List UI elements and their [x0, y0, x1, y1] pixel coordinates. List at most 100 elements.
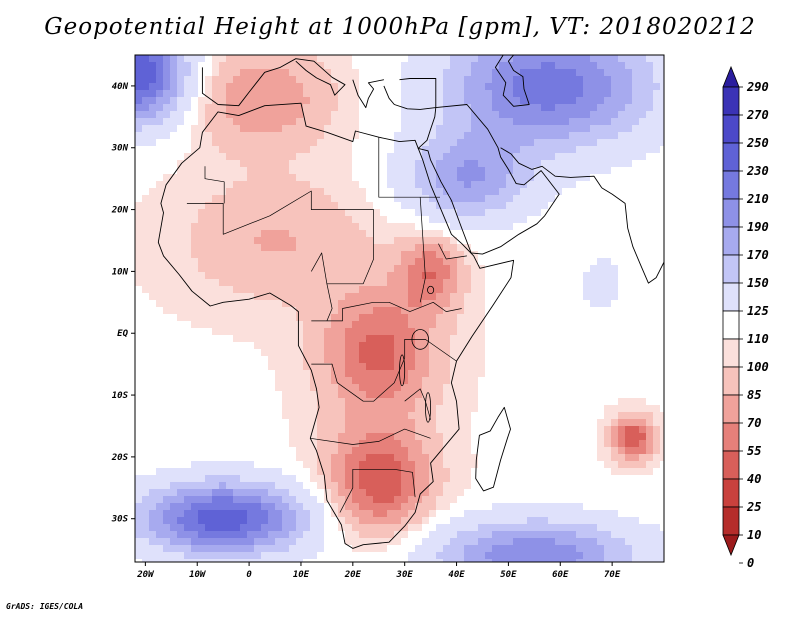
- field-cell: [583, 146, 591, 154]
- field-cell: [513, 83, 521, 91]
- field-cell: [317, 174, 325, 182]
- field-cell: [464, 321, 472, 329]
- field-cell: [562, 307, 570, 315]
- field-cell: [212, 174, 220, 182]
- field-cell: [534, 251, 542, 259]
- field-cell: [170, 83, 178, 91]
- field-cell: [275, 454, 283, 462]
- field-cell: [408, 146, 416, 154]
- field-cell: [485, 139, 493, 147]
- field-cell: [618, 384, 626, 392]
- field-cell: [219, 153, 227, 161]
- field-cell: [156, 195, 164, 203]
- field-cell: [226, 510, 234, 518]
- field-cell: [562, 153, 570, 161]
- field-cell: [219, 398, 227, 406]
- field-cell: [317, 447, 325, 455]
- field-cell: [478, 342, 486, 350]
- field-cell: [660, 440, 664, 448]
- field-cell: [205, 55, 213, 63]
- field-cell: [492, 440, 500, 448]
- field-cell: [296, 167, 304, 175]
- field-cell: [576, 202, 584, 210]
- field-cell: [471, 76, 479, 84]
- field-cell: [597, 265, 605, 273]
- field-cell: [331, 447, 339, 455]
- field-cell: [618, 69, 626, 77]
- field-cell: [156, 496, 164, 504]
- field-cell: [163, 496, 171, 504]
- field-cell: [394, 468, 402, 476]
- field-cell: [156, 90, 164, 98]
- field-cell: [149, 244, 157, 252]
- field-cell: [646, 482, 654, 490]
- field-cell: [275, 202, 283, 210]
- field-cell: [142, 412, 150, 420]
- field-cell: [464, 209, 472, 217]
- field-cell: [646, 146, 654, 154]
- field-cell: [296, 482, 304, 490]
- field-cell: [604, 153, 612, 161]
- field-cell: [184, 398, 192, 406]
- field-cell: [541, 398, 549, 406]
- field-cell: [625, 174, 633, 182]
- field-cell: [247, 202, 255, 210]
- field-cell: [373, 265, 381, 273]
- field-cell: [408, 97, 416, 105]
- field-cell: [394, 349, 402, 357]
- field-cell: [226, 496, 234, 504]
- field-cell: [142, 83, 150, 91]
- field-cell: [149, 167, 157, 175]
- field-cell: [191, 76, 199, 84]
- field-cell: [632, 496, 640, 504]
- field-cell: [464, 412, 472, 420]
- field-cell: [331, 118, 339, 126]
- field-cell: [184, 104, 192, 112]
- field-cell: [345, 356, 353, 364]
- field-cell: [149, 258, 157, 266]
- field-cell: [541, 209, 549, 217]
- field-cell: [338, 146, 346, 154]
- field-cell: [240, 503, 248, 511]
- field-cell: [492, 363, 500, 371]
- field-cell: [373, 188, 381, 196]
- field-cell: [240, 328, 248, 336]
- field-cell: [429, 307, 437, 315]
- field-cell: [534, 181, 542, 189]
- field-cell: [478, 181, 486, 189]
- field-cell: [478, 146, 486, 154]
- field-cell: [611, 104, 619, 112]
- field-cell: [611, 181, 619, 189]
- field-cell: [604, 223, 612, 231]
- field-cell: [527, 440, 535, 448]
- field-cell: [387, 181, 395, 189]
- field-cell: [156, 370, 164, 378]
- field-cell: [471, 377, 479, 385]
- field-cell: [345, 55, 353, 63]
- field-cell: [506, 370, 514, 378]
- field-cell: [219, 426, 227, 434]
- field-cell: [149, 104, 157, 112]
- field-cell: [562, 384, 570, 392]
- field-cell: [359, 412, 367, 420]
- field-cell: [170, 195, 178, 203]
- field-cell: [191, 307, 199, 315]
- field-cell: [597, 468, 605, 476]
- field-cell: [541, 265, 549, 273]
- field-cell: [324, 482, 332, 490]
- field-cell: [282, 398, 290, 406]
- field-cell: [639, 482, 647, 490]
- field-cell: [212, 230, 220, 238]
- field-cell: [492, 237, 500, 245]
- field-cell: [261, 230, 269, 238]
- field-cell: [660, 328, 664, 336]
- field-cell: [534, 489, 542, 497]
- field-cell: [233, 377, 241, 385]
- field-cell: [485, 251, 493, 259]
- field-cell: [576, 76, 584, 84]
- field-cell: [583, 153, 591, 161]
- field-cell: [520, 216, 528, 224]
- field-cell: [247, 356, 255, 364]
- field-cell: [352, 251, 360, 259]
- field-cell: [443, 349, 451, 357]
